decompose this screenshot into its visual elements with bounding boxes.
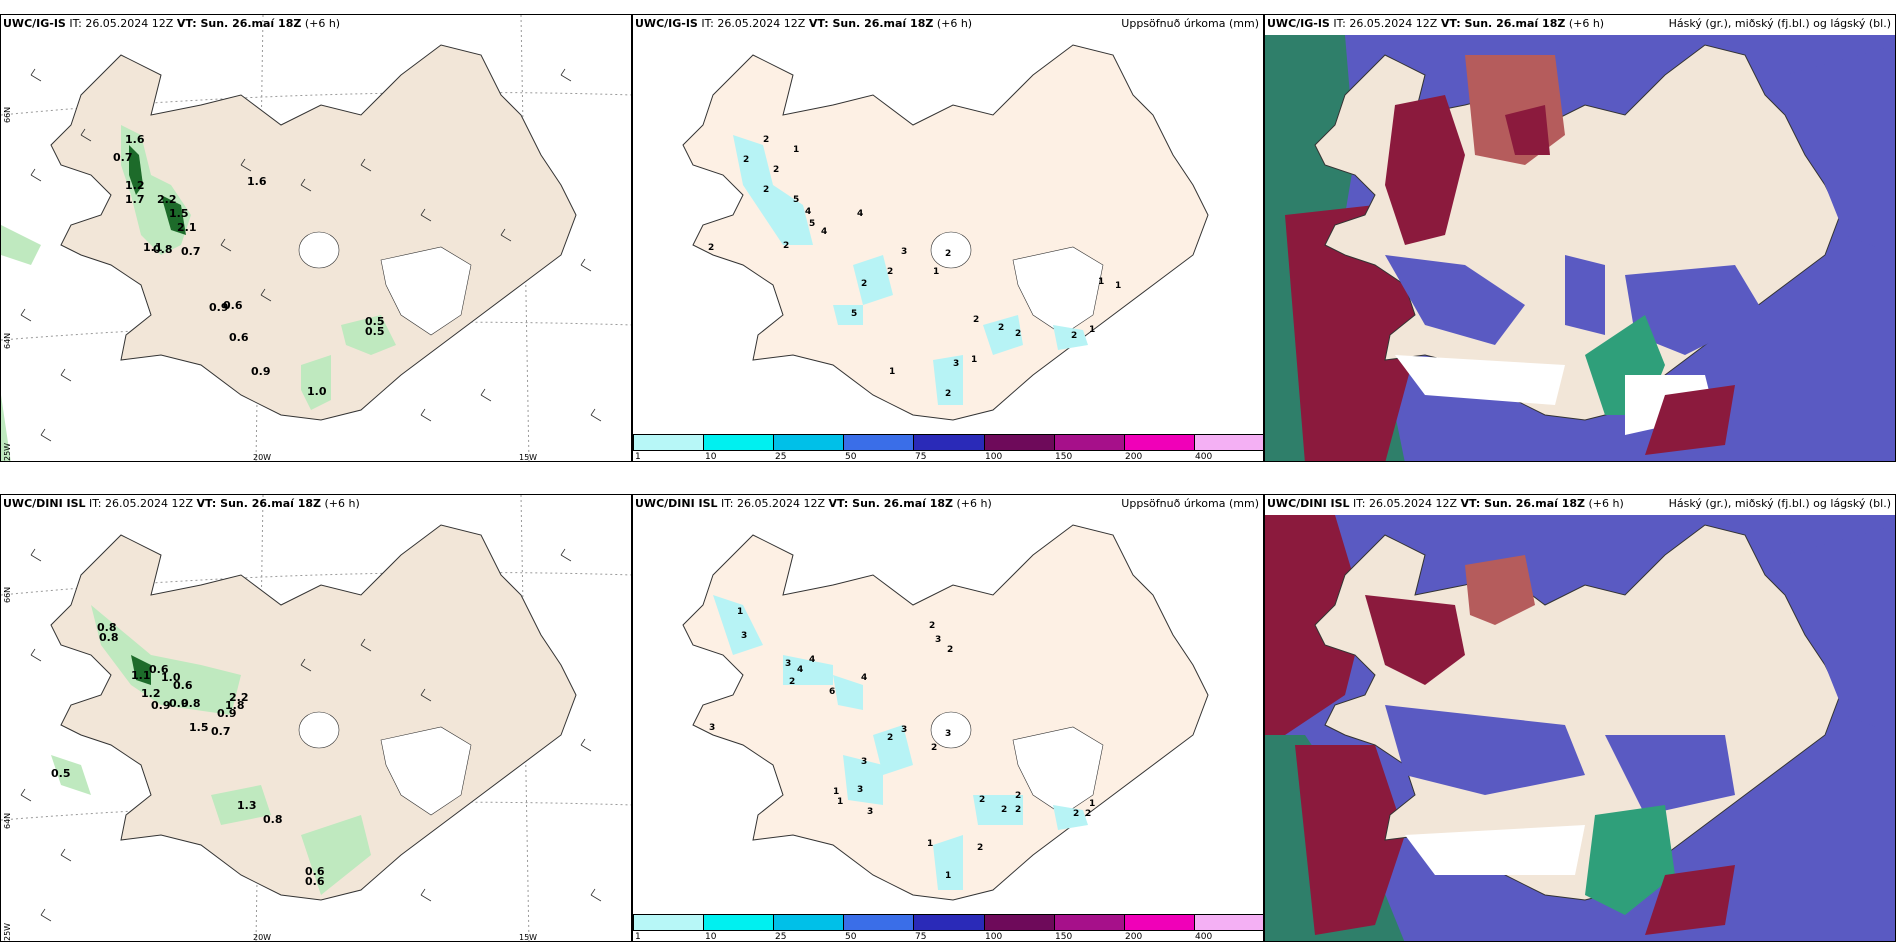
colorbar-swatch — [844, 435, 915, 450]
panel-title: UWC/IG-IS IT: 26.05.2024 12Z VT: Sun. 26… — [635, 17, 973, 30]
lat-label: 66N — [3, 586, 12, 603]
colorbar-tick: 75 — [915, 452, 927, 462]
colorbar-swatch — [634, 435, 705, 450]
wind-map-bottom — [1, 495, 631, 941]
colorbar-swatch — [774, 915, 845, 930]
cloud-panel-top: UWC/IG-IS IT: 26.05.2024 12Z VT: Sun. 26… — [1264, 14, 1896, 462]
lon-label: 15W — [519, 933, 538, 942]
colorbar-swatch — [1124, 435, 1195, 450]
cloud-title: Háský (gr.), miðský (fj.bl.) og lágský (… — [1668, 17, 1891, 30]
cloud-title: Háský (gr.), miðský (fj.bl.) og lágský (… — [1668, 497, 1891, 510]
lon-label: 20W — [253, 933, 272, 942]
panel-title: UWC/IG-IS IT: 26.05.2024 12Z VT: Sun. 26… — [3, 17, 341, 30]
precip-panel-top: UWC/IG-IS IT: 26.05.2024 12Z VT: Sun. 26… — [632, 14, 1264, 462]
colorbar — [633, 914, 1263, 931]
colorbar-swatch — [704, 435, 775, 450]
colorbar-tick: 10 — [705, 452, 717, 462]
wind-map-top — [1, 15, 631, 461]
colorbar-tick: 100 — [985, 452, 1003, 462]
colorbar-tick: 200 — [1125, 932, 1143, 942]
colorbar-swatch — [914, 435, 985, 450]
panel-title: UWC/DINI ISL IT: 26.05.2024 12Z VT: Sun.… — [1267, 497, 1624, 510]
lat-label: 66N — [3, 106, 12, 123]
lat-label: 64N — [3, 812, 12, 829]
wind-panel-top: UWC/IG-IS IT: 26.05.2024 12Z VT: Sun. 26… — [0, 14, 632, 462]
colorbar-tick: 400 — [1195, 452, 1213, 462]
panel-title: UWC/IG-IS IT: 26.05.2024 12Z VT: Sun. 26… — [1267, 17, 1605, 30]
colorbar-swatch — [774, 435, 845, 450]
colorbar-swatch — [634, 915, 705, 930]
colorbar-swatch — [914, 915, 985, 930]
colorbar-tick: 50 — [845, 932, 857, 942]
colorbar-swatch — [1194, 435, 1263, 450]
panel-title: UWC/DINI ISL IT: 26.05.2024 12Z VT: Sun.… — [635, 497, 992, 510]
colorbar — [633, 434, 1263, 451]
precip-map-top — [682, 44, 1209, 421]
precip-panel-bottom: UWC/DINI ISL IT: 26.05.2024 12Z VT: Sun.… — [632, 494, 1264, 942]
colorbar-swatch — [844, 915, 915, 930]
lon-label: 20W — [253, 453, 272, 462]
lat-label: 64N — [3, 332, 12, 349]
colorbar-tick: 25 — [775, 452, 787, 462]
wind-panel-bottom: UWC/DINI ISL IT: 26.05.2024 12Z VT: Sun.… — [0, 494, 632, 942]
colorbar-tick: 150 — [1055, 452, 1073, 462]
colorbar-swatch — [984, 915, 1055, 930]
lon-label: 25W — [3, 442, 12, 461]
colorbar-swatch — [1124, 915, 1195, 930]
precip-title: Uppsöfnuð úrkoma (mm) — [1121, 17, 1259, 30]
colorbar-tick: 1 — [635, 932, 641, 942]
colorbar-swatch — [1194, 915, 1263, 930]
colorbar-swatch — [1054, 435, 1125, 450]
colorbar-swatch — [1054, 915, 1125, 930]
colorbar-swatch — [704, 915, 775, 930]
colorbar-tick: 100 — [985, 932, 1003, 942]
panel-title: UWC/DINI ISL IT: 26.05.2024 12Z VT: Sun.… — [3, 497, 360, 510]
colorbar-tick: 10 — [705, 932, 717, 942]
lon-label: 15W — [519, 453, 538, 462]
wind-barbs — [20, 548, 602, 922]
colorbar-tick: 200 — [1125, 452, 1143, 462]
cloud-map-top — [1265, 35, 1895, 461]
colorbar-tick: 25 — [775, 932, 787, 942]
colorbar-tick: 50 — [845, 452, 857, 462]
cloud-panel-bottom: UWC/DINI ISL IT: 26.05.2024 12Z VT: Sun.… — [1264, 494, 1896, 942]
colorbar-tick: 75 — [915, 932, 927, 942]
colorbar-tick: 1 — [635, 452, 641, 462]
colorbar-tick: 400 — [1195, 932, 1213, 942]
precip-map-bottom — [682, 524, 1209, 901]
colorbar-tick: 150 — [1055, 932, 1073, 942]
cloud-map-bottom — [1265, 515, 1895, 941]
lon-label: 25W — [3, 922, 12, 941]
precip-title: Uppsöfnuð úrkoma (mm) — [1121, 497, 1259, 510]
colorbar-swatch — [984, 435, 1055, 450]
wind-barbs — [20, 68, 602, 442]
